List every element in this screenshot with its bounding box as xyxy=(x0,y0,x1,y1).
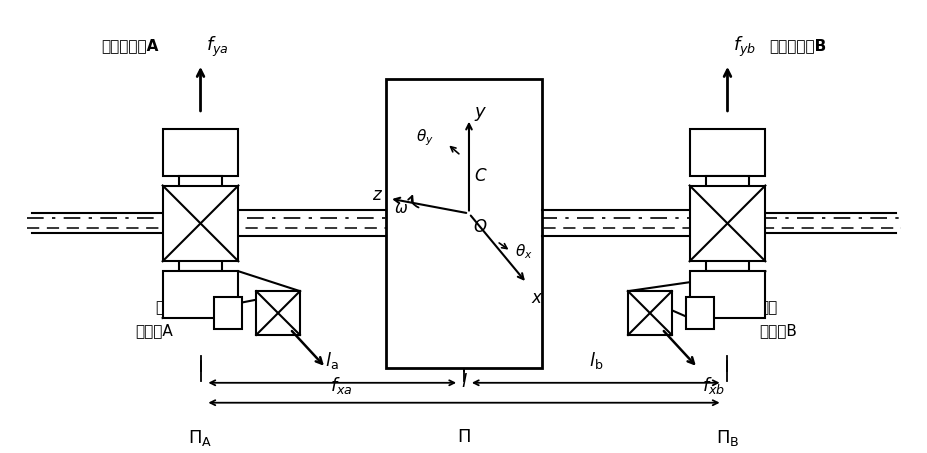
Text: $z$: $z$ xyxy=(372,187,383,204)
Text: $l_{\mathrm{a}}$: $l_{\mathrm{a}}$ xyxy=(325,350,338,371)
Bar xyxy=(178,176,222,211)
Bar xyxy=(214,297,242,329)
Bar xyxy=(386,79,541,368)
Text: $C$: $C$ xyxy=(474,167,487,184)
Text: $f_{ya}$: $f_{ya}$ xyxy=(207,35,229,59)
Bar xyxy=(178,236,222,271)
Text: $y$: $y$ xyxy=(474,105,487,123)
Text: 位移: 位移 xyxy=(155,301,173,316)
Text: $l$: $l$ xyxy=(460,373,467,391)
Text: $f_{xb}$: $f_{xb}$ xyxy=(701,375,724,396)
Bar xyxy=(689,186,765,261)
Text: $x$: $x$ xyxy=(530,289,542,307)
Text: $O$: $O$ xyxy=(473,218,487,236)
Bar xyxy=(689,129,765,176)
Bar xyxy=(705,236,749,271)
Bar xyxy=(256,291,299,335)
Text: 位移: 位移 xyxy=(758,301,777,316)
Bar xyxy=(628,291,671,335)
Text: $\theta_x$: $\theta_x$ xyxy=(514,242,532,260)
Bar xyxy=(685,297,713,329)
Bar xyxy=(705,176,749,211)
Text: $f_{xa}$: $f_{xa}$ xyxy=(329,375,352,396)
Bar xyxy=(162,271,238,318)
Text: 径向磁轴承B: 径向磁轴承B xyxy=(768,39,826,53)
Text: $f_{yb}$: $f_{yb}$ xyxy=(732,35,756,59)
Text: 传感器B: 传感器B xyxy=(758,323,796,338)
Text: $\Pi$: $\Pi$ xyxy=(457,428,470,446)
Bar xyxy=(689,271,765,318)
Text: $l_{\mathrm{b}}$: $l_{\mathrm{b}}$ xyxy=(588,350,603,371)
Text: 径向磁轴承A: 径向磁轴承A xyxy=(101,39,159,53)
Bar xyxy=(162,186,238,261)
Text: $\omega$: $\omega$ xyxy=(394,201,408,216)
Text: $\Pi_{\mathrm{B}}$: $\Pi_{\mathrm{B}}$ xyxy=(715,428,739,448)
Text: $\theta_y$: $\theta_y$ xyxy=(416,127,434,148)
Text: $\Pi_{\mathrm{A}}$: $\Pi_{\mathrm{A}}$ xyxy=(188,428,212,448)
Text: 传感器A: 传感器A xyxy=(135,323,173,338)
Bar xyxy=(162,129,238,176)
